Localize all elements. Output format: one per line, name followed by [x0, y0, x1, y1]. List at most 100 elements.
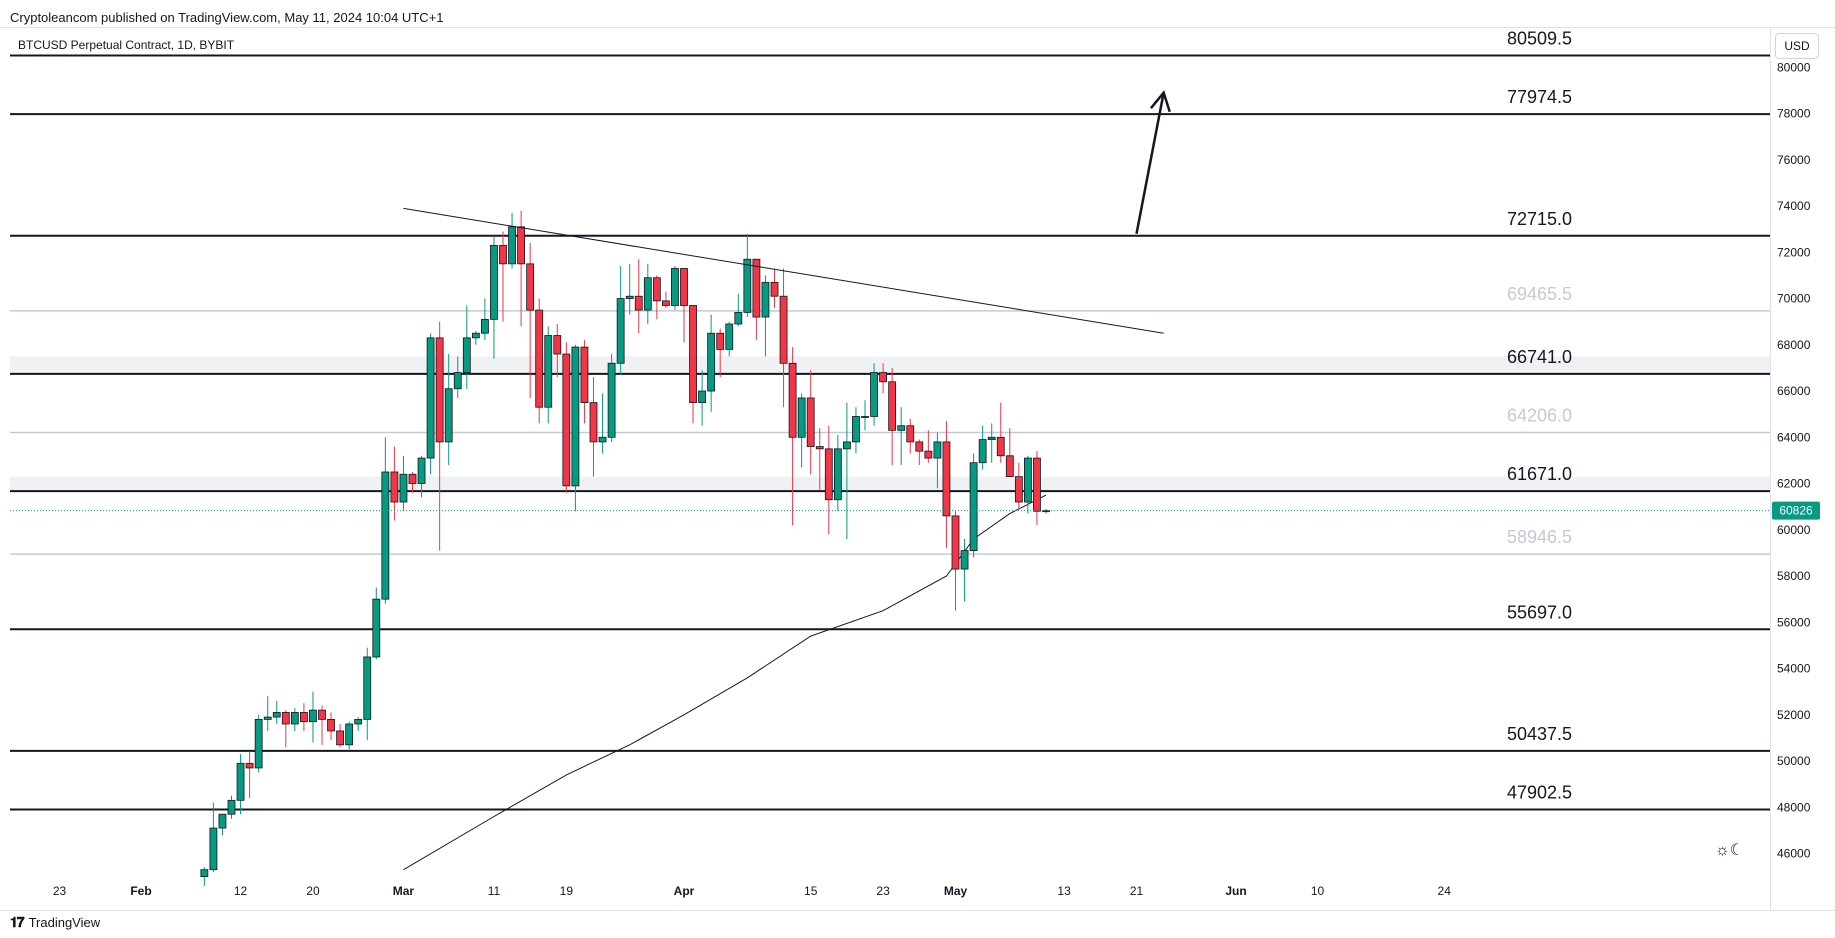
candle-body [625, 295, 634, 299]
candle [336, 724, 345, 748]
currency-selector[interactable]: USD [1775, 33, 1819, 59]
level-label: 80509.5 [1507, 29, 1572, 49]
time-tick-label: 12 [234, 884, 248, 898]
candle [390, 446, 399, 521]
candle [499, 231, 507, 322]
moon-icon[interactable]: ☾ [1729, 842, 1745, 859]
candle [852, 407, 860, 454]
candle [915, 439, 924, 466]
chart-top-border [0, 27, 1835, 28]
candle [707, 314, 716, 412]
time-tick-label: 20 [306, 884, 320, 898]
candle [453, 356, 462, 398]
theme-toggle[interactable]: ☼☾ [1715, 840, 1744, 860]
candle [299, 703, 308, 731]
candle-body [453, 372, 462, 390]
candle [589, 377, 598, 477]
candle-body [643, 277, 652, 311]
candle [788, 347, 797, 526]
time-tick-label: 23 [876, 884, 890, 898]
candle [689, 305, 697, 424]
candle [888, 367, 897, 466]
candle [517, 210, 525, 327]
candle [363, 647, 372, 741]
time-tick-label: Feb [130, 884, 151, 898]
candle [263, 696, 272, 731]
candle [444, 354, 453, 466]
candle-body [200, 869, 209, 878]
candle-body [743, 258, 752, 313]
candle [290, 707, 299, 731]
candle-body [272, 712, 281, 718]
candle-body [933, 441, 942, 459]
candle-body [833, 448, 842, 501]
footer-brand-label: TradingView [28, 915, 101, 930]
candle [200, 867, 209, 886]
last-price-badge [1772, 501, 1820, 520]
candle-body [671, 268, 679, 306]
candle-body [290, 712, 299, 725]
candle-body [499, 244, 507, 265]
candle-body [281, 712, 290, 725]
chart-bottom-border [0, 910, 1835, 911]
candle-body [535, 309, 544, 408]
last-price-group: 60826 [10, 501, 1820, 520]
candle [426, 333, 435, 475]
candle-body [996, 436, 1005, 457]
candle-body [236, 762, 245, 801]
price-tick-label: 80000 [1777, 60, 1811, 74]
candle [897, 407, 906, 466]
candle [562, 342, 571, 493]
price-axis-separator [1770, 27, 1771, 911]
price-tick-label: 56000 [1777, 615, 1811, 629]
candle [1024, 455, 1032, 514]
candle-body [707, 332, 716, 392]
candle [354, 717, 363, 731]
candle-body [517, 226, 525, 265]
footer-brand[interactable]: 𝟏𝟕 TradingView [10, 914, 100, 931]
candle-body [924, 450, 933, 459]
candle-body [942, 441, 951, 517]
candle-body [779, 295, 788, 364]
price-tick-label: 68000 [1777, 338, 1811, 352]
candle-body [1033, 457, 1041, 512]
last-price-label: 60826 [1779, 504, 1813, 518]
price-tick-label: 70000 [1777, 292, 1811, 306]
candle-body [462, 337, 471, 373]
candle [716, 328, 725, 378]
candle-body [734, 312, 743, 325]
sun-icon[interactable]: ☼ [1715, 842, 1730, 859]
candle-body [897, 425, 906, 431]
candle [987, 423, 996, 463]
candle [526, 243, 535, 398]
candle [996, 402, 1005, 463]
candle-body [218, 813, 227, 829]
level-label: 77974.5 [1507, 87, 1572, 107]
candle [616, 266, 625, 375]
zone-band [10, 356, 1770, 374]
time-tick-label: 19 [560, 884, 574, 898]
time-tick-label: 11 [488, 884, 501, 898]
candle-body [906, 425, 915, 443]
candle [480, 298, 489, 341]
price-tick-label: 58000 [1777, 569, 1811, 583]
level-label: 50437.5 [1507, 724, 1572, 744]
candle [254, 714, 263, 773]
candle-body [544, 335, 553, 408]
candle [372, 587, 381, 660]
candle [870, 363, 878, 426]
time-tick-label: May [944, 884, 968, 898]
candle [761, 275, 770, 357]
candle [607, 354, 616, 442]
candle [969, 453, 978, 558]
candle-body [634, 295, 643, 311]
candle [236, 754, 245, 815]
candle [879, 363, 887, 394]
candle-body [870, 372, 878, 417]
level-label: 58946.5 [1507, 527, 1572, 547]
moving-average-line [403, 494, 1047, 871]
candle [327, 712, 335, 741]
candle [906, 418, 915, 454]
horizontal-levels: 80509.5 77974.5 72715.0 69465.5 66741.0 64206… [10, 29, 1770, 811]
